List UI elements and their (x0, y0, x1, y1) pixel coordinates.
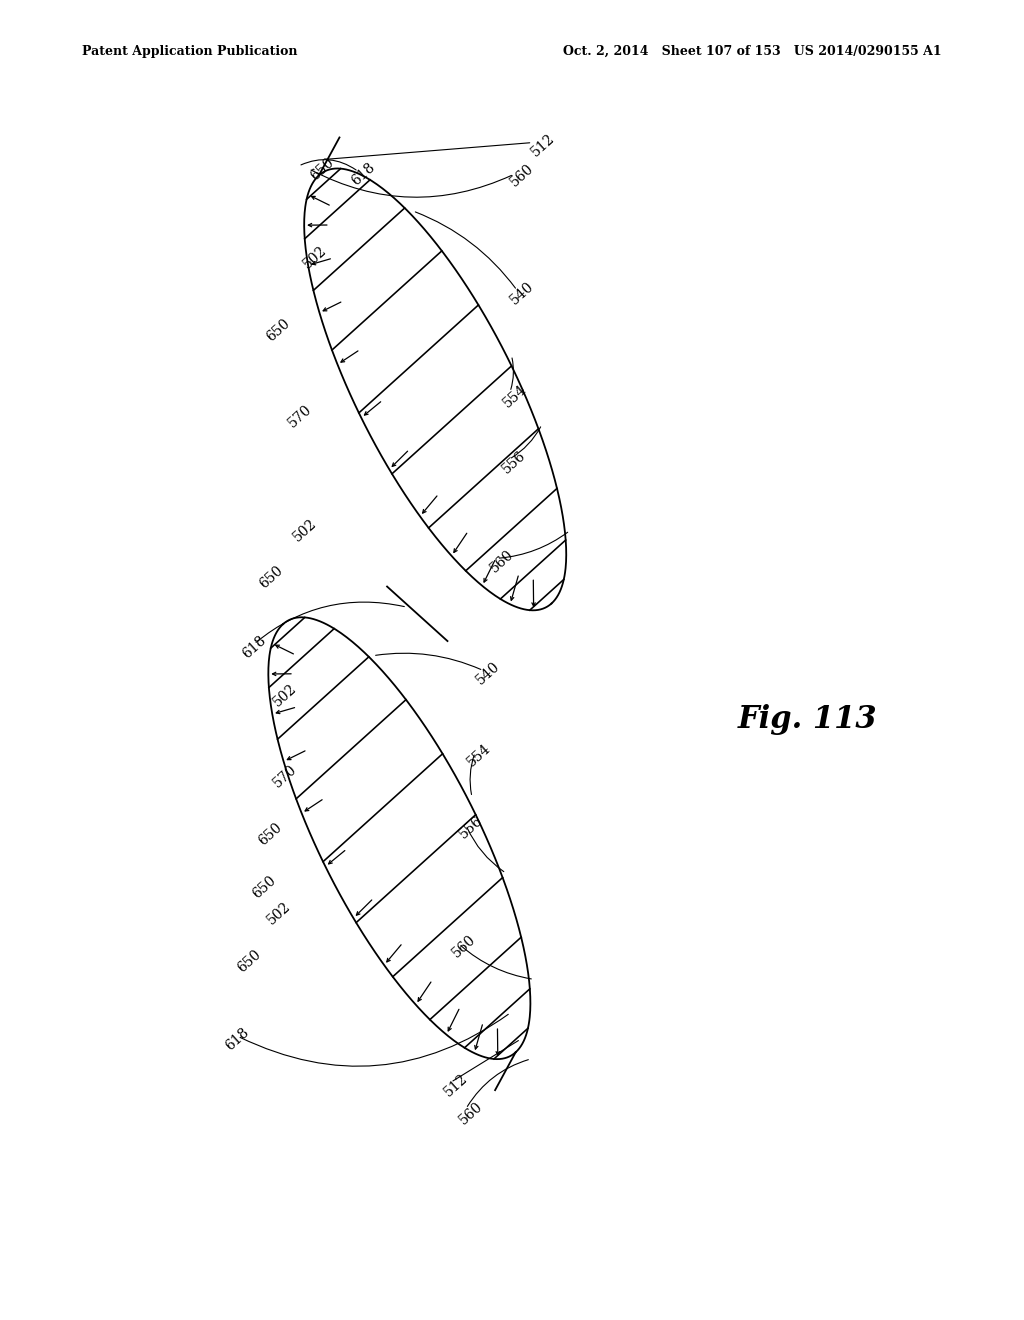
Text: 502: 502 (291, 516, 319, 545)
Text: 556: 556 (457, 813, 485, 842)
Text: Patent Application Publication: Patent Application Publication (82, 45, 297, 58)
Text: 650: 650 (257, 562, 286, 591)
Text: 502: 502 (264, 899, 293, 928)
Text: 560: 560 (450, 932, 478, 961)
Text: 650: 650 (250, 873, 279, 902)
Text: 554: 554 (501, 381, 529, 411)
Text: 650: 650 (234, 946, 263, 975)
Text: 570: 570 (286, 401, 314, 430)
Text: Oct. 2, 2014   Sheet 107 of 153   US 2014/0290155 A1: Oct. 2, 2014 Sheet 107 of 153 US 2014/02… (563, 45, 942, 58)
Text: 618: 618 (349, 160, 378, 189)
Text: 560: 560 (508, 161, 537, 190)
Text: 560: 560 (487, 546, 516, 576)
Text: 570: 570 (270, 762, 299, 791)
Text: 540: 540 (508, 279, 537, 308)
Text: 560: 560 (457, 1098, 485, 1127)
Text: 650: 650 (308, 154, 337, 183)
Text: 512: 512 (441, 1071, 470, 1100)
Text: 554: 554 (465, 741, 494, 770)
Text: 502: 502 (301, 243, 330, 272)
Text: 618: 618 (240, 632, 268, 661)
Text: 650: 650 (264, 315, 293, 345)
Text: 556: 556 (500, 447, 528, 477)
Text: 540: 540 (474, 659, 503, 688)
Text: 650: 650 (256, 820, 285, 849)
Text: 502: 502 (270, 681, 299, 710)
Text: 618: 618 (223, 1024, 252, 1053)
Text: 512: 512 (528, 131, 557, 160)
Text: Fig. 113: Fig. 113 (737, 704, 877, 735)
